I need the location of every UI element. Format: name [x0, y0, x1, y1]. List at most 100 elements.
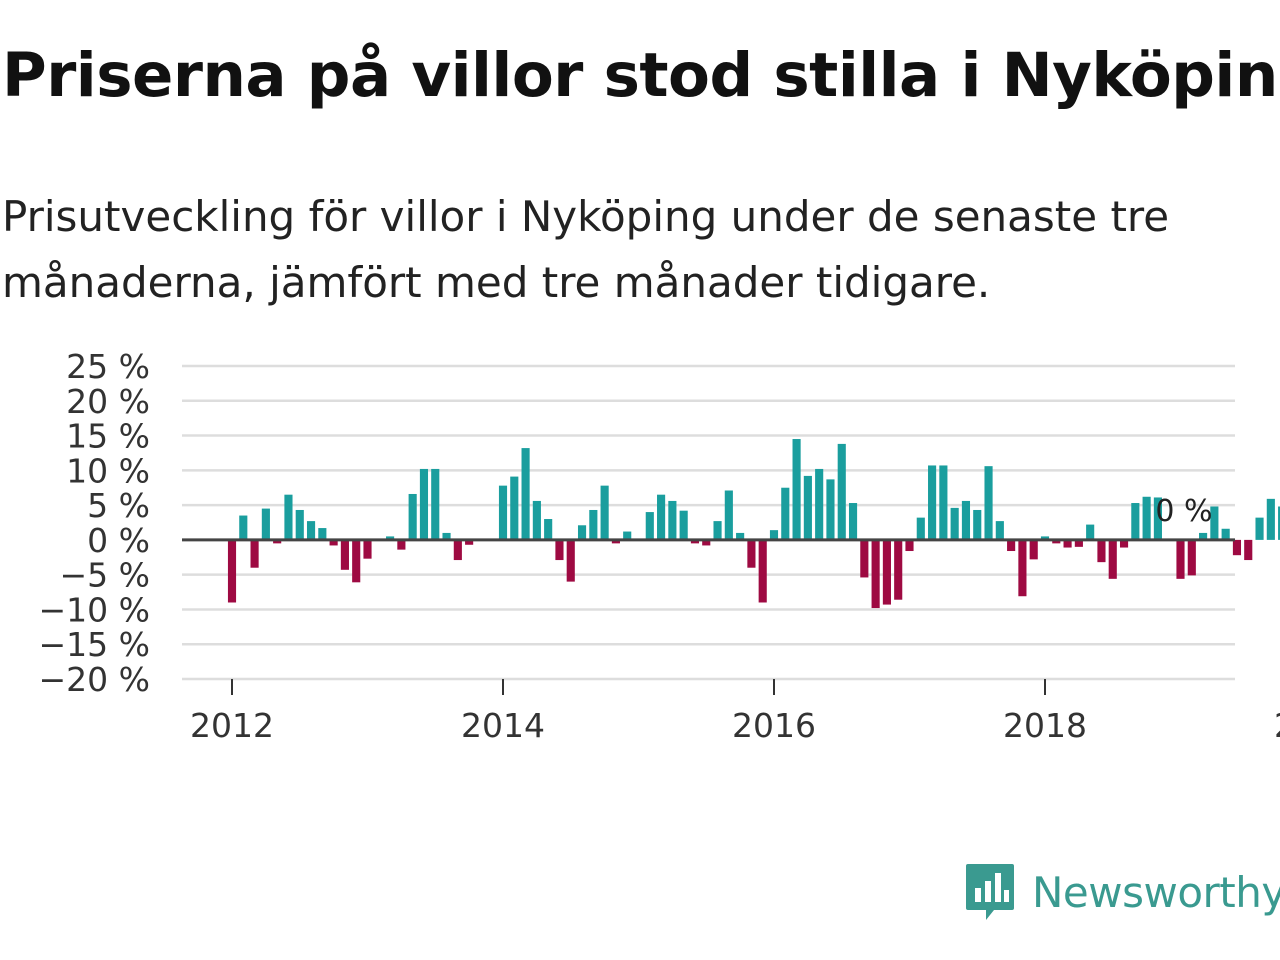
bar: [532, 500, 541, 540]
chart-title: Priserna på villor stod stilla i Nyköpin…: [2, 40, 1280, 111]
bar: [227, 539, 237, 603]
y-tick-label: −20 %: [39, 660, 151, 699]
bar: [905, 539, 914, 552]
bar: [352, 539, 361, 583]
bar: [1086, 524, 1095, 540]
x-tick-label: 2020: [1274, 706, 1280, 745]
y-tick-label: 5 %: [87, 486, 150, 525]
bar: [1176, 539, 1185, 579]
bar: [261, 508, 270, 540]
bar: [1074, 539, 1083, 547]
bar: [1007, 539, 1016, 552]
bar: [939, 465, 948, 540]
bar: [995, 521, 1004, 540]
bar: [1097, 539, 1106, 563]
bar: [566, 539, 575, 582]
bar-chart: 25 %20 %15 %10 %5 %0 %−5 %−10 %−15 %−20 …: [39, 347, 1280, 745]
bar: [306, 521, 316, 540]
bar: [769, 530, 779, 540]
bar: [1278, 506, 1280, 540]
x-tick-label: 2012: [190, 706, 274, 745]
bar: [871, 539, 880, 609]
bar: [1210, 506, 1219, 540]
bar: [284, 494, 293, 540]
y-tick-label: −10 %: [39, 590, 151, 629]
bar: [1029, 539, 1038, 560]
bar: [837, 443, 846, 540]
bar: [747, 539, 756, 568]
bar: [431, 468, 440, 540]
bar: [465, 539, 474, 545]
bar: [250, 539, 259, 568]
bar: [1018, 539, 1027, 597]
x-tick-label: 2016: [732, 706, 816, 745]
brand-name: Newsworthy: [1032, 867, 1280, 917]
bar: [1244, 539, 1253, 561]
bar: [273, 539, 282, 544]
bar: [815, 468, 824, 540]
y-tick-label: −5 %: [60, 556, 151, 595]
bar: [1255, 517, 1264, 540]
bar: [928, 465, 937, 540]
bar: [555, 539, 564, 561]
bar: [1142, 496, 1151, 540]
bar: [860, 539, 869, 578]
y-tick-label: 20 %: [66, 382, 150, 421]
newsworthy-chart-bubble-icon: [966, 864, 1014, 920]
bar: [239, 515, 248, 540]
x-tick-label: 2018: [1003, 706, 1087, 745]
bar: [498, 485, 508, 540]
bar: [950, 507, 959, 540]
x-tick-label: 2014: [461, 706, 545, 745]
bar: [657, 494, 666, 540]
bar: [668, 500, 677, 540]
last-value-label: 0 %: [1155, 494, 1212, 529]
bar: [611, 539, 620, 544]
bar: [984, 466, 993, 540]
bar: [623, 531, 632, 540]
bar: [848, 503, 858, 540]
bar: [1199, 532, 1208, 540]
bar: [961, 500, 971, 540]
bar: [510, 476, 519, 540]
bar: [1221, 528, 1230, 540]
bar: [916, 517, 925, 540]
bar: [1040, 536, 1050, 540]
bar: [589, 509, 598, 540]
bar: [736, 532, 745, 540]
bar: [724, 490, 733, 540]
bar: [1108, 539, 1117, 579]
bar: [894, 539, 903, 600]
bar: [453, 539, 462, 561]
bar: [702, 539, 711, 546]
bar: [1187, 539, 1196, 576]
bar: [645, 512, 654, 540]
bar: [442, 532, 451, 540]
y-tick-label: 0 %: [87, 521, 150, 560]
bar: [577, 525, 587, 540]
bar: [1052, 539, 1061, 544]
bar: [318, 528, 327, 540]
bar: [679, 510, 688, 540]
bar: [295, 509, 304, 540]
y-tick-label: 15 %: [66, 417, 150, 456]
bar: [340, 539, 349, 570]
y-tick-label: 25 %: [66, 347, 150, 386]
bar: [803, 475, 812, 540]
bar: [1063, 539, 1072, 548]
bar: [758, 539, 767, 603]
bar: [386, 536, 395, 540]
bar: [1266, 498, 1275, 540]
bar: [882, 539, 891, 605]
bar: [408, 493, 417, 540]
bar: [1153, 497, 1162, 540]
bar: [419, 468, 429, 540]
y-tick-label: 10 %: [66, 451, 150, 490]
bar: [1232, 539, 1242, 556]
bar: [600, 485, 609, 540]
bar: [397, 539, 406, 550]
newsworthy-logo: Newsworthy: [964, 862, 1280, 922]
y-tick-label: −15 %: [39, 625, 151, 664]
chart-subtitle: Prisutveckling för villor i Nyköping und…: [2, 192, 1170, 307]
bar: [363, 539, 372, 559]
